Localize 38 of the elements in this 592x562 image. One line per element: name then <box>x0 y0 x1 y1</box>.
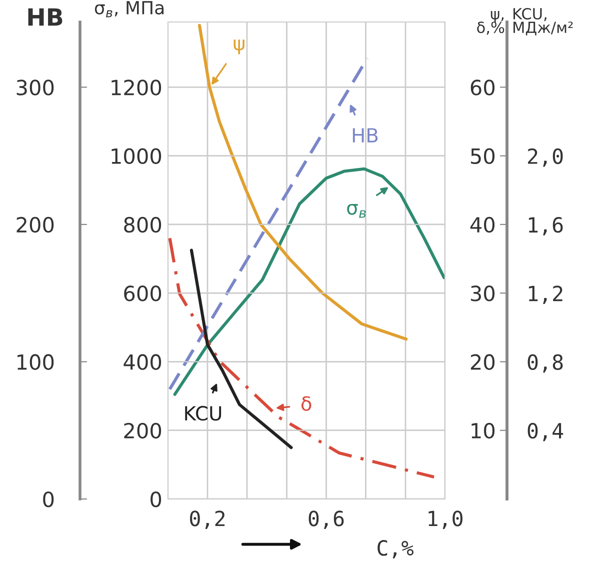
annotation: δ <box>301 396 312 411</box>
line-series <box>168 236 436 479</box>
y2-tick-label: 20 <box>470 354 495 370</box>
y-axis-title: σ$_{в}$, МПа <box>94 1 164 18</box>
y3-tick-label: 300 <box>16 80 54 96</box>
y2-tick-label: 60 <box>470 80 495 96</box>
line-series <box>198 24 408 341</box>
annotation: KCU <box>185 406 222 421</box>
annotation: HB <box>352 128 378 142</box>
y-tick-label: 600 <box>124 286 162 302</box>
y2-axis-title: ψ, δ,% <box>477 10 504 35</box>
y-tick-label: 1,2 <box>528 286 562 304</box>
y2-tick-label: 50 <box>470 148 495 164</box>
y-tick-label: 1200 <box>112 80 162 96</box>
y-tick-label: 400 <box>124 354 162 370</box>
x-axis-title: C,% <box>378 540 414 558</box>
y2-tick-label: 10 <box>472 422 495 439</box>
y2-tick-label: 30 <box>470 286 495 302</box>
y2-tick-label: 40 <box>470 216 495 233</box>
y-tick-label: 1000 <box>112 148 162 164</box>
y-tick-label: 2,0 <box>528 148 563 167</box>
y3-axis-title: HB <box>28 8 62 26</box>
annotation: ψ <box>234 40 244 54</box>
y-tick-label: 800 <box>124 216 162 233</box>
x-tick-label: 0,2 <box>190 510 225 529</box>
y3-tick-label: 200 <box>16 216 54 233</box>
x-tick-label: 1,0 <box>428 510 462 529</box>
y-axis-title: KCU, МДж/м² <box>514 8 573 36</box>
y-tick-label: 0 <box>150 491 162 508</box>
y3-tick-label: 100 <box>18 354 54 370</box>
y-tick-label: 1,6 <box>528 216 563 236</box>
x-tick-label: 0,6 <box>308 510 344 529</box>
y-tick-label: 0,8 <box>528 354 563 373</box>
y-tick-label: 200 <box>124 422 162 439</box>
y-tick-label: 0,4 <box>528 422 564 442</box>
line-series <box>173 167 445 396</box>
annotation: σ$_{в}$ <box>347 204 366 218</box>
y3-tick-label: 0 <box>43 491 54 508</box>
